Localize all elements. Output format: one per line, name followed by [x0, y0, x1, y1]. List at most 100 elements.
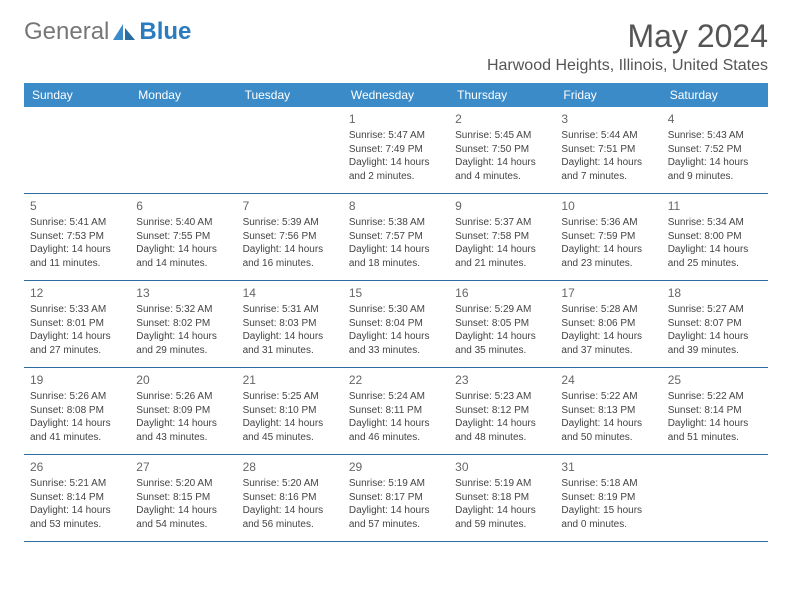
day-number: 15: [349, 285, 443, 301]
day-number: 4: [668, 111, 762, 127]
daylight: Daylight: 15 hours and 0 minutes.: [561, 504, 655, 531]
daylight: Daylight: 14 hours and 50 minutes.: [561, 417, 655, 444]
day-cell: 8Sunrise: 5:38 AMSunset: 7:57 PMDaylight…: [343, 194, 449, 280]
day-cell: 3Sunrise: 5:44 AMSunset: 7:51 PMDaylight…: [555, 107, 661, 193]
day-number: 23: [455, 372, 549, 388]
day-cell: 10Sunrise: 5:36 AMSunset: 7:59 PMDayligh…: [555, 194, 661, 280]
day-number: 20: [136, 372, 230, 388]
dayname: Tuesday: [237, 83, 343, 107]
day-number: 29: [349, 459, 443, 475]
sunrise: Sunrise: 5:34 AM: [668, 216, 762, 230]
day-cell: 25Sunrise: 5:22 AMSunset: 8:14 PMDayligh…: [662, 368, 768, 454]
sunrise: Sunrise: 5:22 AM: [668, 390, 762, 404]
sunrise: Sunrise: 5:18 AM: [561, 477, 655, 491]
day-number: 7: [243, 198, 337, 214]
sunset: Sunset: 8:17 PM: [349, 491, 443, 505]
sunset: Sunset: 7:59 PM: [561, 230, 655, 244]
daylight: Daylight: 14 hours and 14 minutes.: [136, 243, 230, 270]
week-row: 5Sunrise: 5:41 AMSunset: 7:53 PMDaylight…: [24, 194, 768, 281]
sunset: Sunset: 7:50 PM: [455, 143, 549, 157]
week-row: 12Sunrise: 5:33 AMSunset: 8:01 PMDayligh…: [24, 281, 768, 368]
day-number: 30: [455, 459, 549, 475]
sunset: Sunset: 7:56 PM: [243, 230, 337, 244]
daylight: Daylight: 14 hours and 11 minutes.: [30, 243, 124, 270]
sunrise: Sunrise: 5:26 AM: [30, 390, 124, 404]
day-cell: 1 Sunrise: 5:47 AMSunset: 7:49 PMDaylight…: [343, 107, 449, 193]
day-cell: 22Sunrise: 5:24 AMSunset: 8:11 PMDayligh…: [343, 368, 449, 454]
day-number: 3: [561, 111, 655, 127]
day-number: 5: [30, 198, 124, 214]
day-cell: 16Sunrise: 5:29 AMSunset: 8:05 PMDayligh…: [449, 281, 555, 367]
day-cell: 5Sunrise: 5:41 AMSunset: 7:53 PMDaylight…: [24, 194, 130, 280]
day-number: 31: [561, 459, 655, 475]
day-cell: 18Sunrise: 5:27 AMSunset: 8:07 PMDayligh…: [662, 281, 768, 367]
day-number: 11: [668, 198, 762, 214]
dayname: Monday: [130, 83, 236, 107]
sunrise: Sunrise: 5:39 AM: [243, 216, 337, 230]
sunset: Sunset: 7:49 PM: [349, 143, 443, 157]
sunset: Sunset: 7:58 PM: [455, 230, 549, 244]
day-cell: [662, 455, 768, 541]
sunrise: Sunrise: 5:36 AM: [561, 216, 655, 230]
sunrise: Sunrise: 5:37 AM: [455, 216, 549, 230]
sunrise: Sunrise: 5:22 AM: [561, 390, 655, 404]
daylight: Daylight: 14 hours and 35 minutes.: [455, 330, 549, 357]
dayname-row: SundayMondayTuesdayWednesdayThursdayFrid…: [24, 83, 768, 107]
sunrise: Sunrise: 5:47 AM: [349, 129, 443, 143]
dayname: Saturday: [662, 83, 768, 107]
sail-icon: [111, 22, 137, 42]
sunset: Sunset: 8:14 PM: [668, 404, 762, 418]
sunset: Sunset: 8:12 PM: [455, 404, 549, 418]
daylight: Daylight: 14 hours and 33 minutes.: [349, 330, 443, 357]
header: General Blue May 2024 Harwood Heights, I…: [24, 18, 768, 75]
daylight: Daylight: 14 hours and 59 minutes.: [455, 504, 549, 531]
daylight: Daylight: 14 hours and 51 minutes.: [668, 417, 762, 444]
week-row: 1Sunrise: 5:47 AMSunset: 7:49 PMDaylight…: [24, 107, 768, 194]
sunrise: Sunrise: 5:38 AM: [349, 216, 443, 230]
daylight: Daylight: 14 hours and 18 minutes.: [349, 243, 443, 270]
day-number: 1: [349, 111, 443, 127]
daylight: Daylight: 14 hours and 57 minutes.: [349, 504, 443, 531]
sunset: Sunset: 8:00 PM: [668, 230, 762, 244]
day-cell: 4 Sunrise: 5:43 AMSunset: 7:52 PMDaylight…: [662, 107, 768, 193]
sunrise: Sunrise: 5:24 AM: [349, 390, 443, 404]
day-number: 6: [136, 198, 230, 214]
day-number: 26: [30, 459, 124, 475]
day-number: 13: [136, 285, 230, 301]
daylight: Daylight: 14 hours and 56 minutes.: [243, 504, 337, 531]
sunset: Sunset: 8:18 PM: [455, 491, 549, 505]
day-number: 9: [455, 198, 549, 214]
sunrise: Sunrise: 5:43 AM: [668, 129, 762, 143]
dayname: Thursday: [449, 83, 555, 107]
daylight: Daylight: 14 hours and 29 minutes.: [136, 330, 230, 357]
day-cell: [24, 107, 130, 193]
daylight: Daylight: 14 hours and 46 minutes.: [349, 417, 443, 444]
daylight: Daylight: 14 hours and 4 minutes.: [455, 156, 549, 183]
day-number: 27: [136, 459, 230, 475]
daylight: Daylight: 14 hours and 9 minutes.: [668, 156, 762, 183]
weeks: 1Sunrise: 5:47 AMSunset: 7:49 PMDaylight…: [24, 107, 768, 542]
day-cell: 29Sunrise: 5:19 AMSunset: 8:17 PMDayligh…: [343, 455, 449, 541]
sunset: Sunset: 8:08 PM: [30, 404, 124, 418]
sunrise: Sunrise: 5:20 AM: [136, 477, 230, 491]
sunset: Sunset: 7:52 PM: [668, 143, 762, 157]
sunset: Sunset: 8:19 PM: [561, 491, 655, 505]
dayname: Sunday: [24, 83, 130, 107]
day-cell: 19Sunrise: 5:26 AMSunset: 8:08 PMDayligh…: [24, 368, 130, 454]
day-number: 8: [349, 198, 443, 214]
sunrise: Sunrise: 5:32 AM: [136, 303, 230, 317]
daylight: Daylight: 14 hours and 2 minutes.: [349, 156, 443, 183]
daylight: Daylight: 14 hours and 31 minutes.: [243, 330, 337, 357]
day-cell: 24Sunrise: 5:22 AMSunset: 8:13 PMDayligh…: [555, 368, 661, 454]
day-cell: 23Sunrise: 5:23 AMSunset: 8:12 PMDayligh…: [449, 368, 555, 454]
day-cell: 17Sunrise: 5:28 AMSunset: 8:06 PMDayligh…: [555, 281, 661, 367]
day-number: 21: [243, 372, 337, 388]
sunset: Sunset: 8:02 PM: [136, 317, 230, 331]
sunset: Sunset: 8:11 PM: [349, 404, 443, 418]
day-cell: 15Sunrise: 5:30 AMSunset: 8:04 PMDayligh…: [343, 281, 449, 367]
day-cell: 21Sunrise: 5:25 AMSunset: 8:10 PMDayligh…: [237, 368, 343, 454]
sunrise: Sunrise: 5:33 AM: [30, 303, 124, 317]
daylight: Daylight: 14 hours and 45 minutes.: [243, 417, 337, 444]
daylight: Daylight: 14 hours and 37 minutes.: [561, 330, 655, 357]
daylight: Daylight: 14 hours and 27 minutes.: [30, 330, 124, 357]
